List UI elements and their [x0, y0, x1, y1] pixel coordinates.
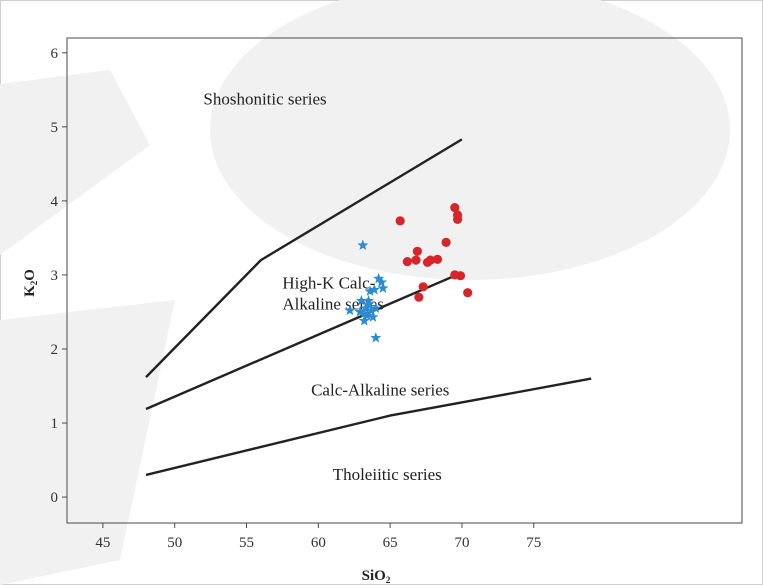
data-point-circle	[412, 246, 422, 256]
y-tick-label: 3	[51, 268, 59, 284]
field-labels: Shoshonitic series High-K Calc-Alkaline s…	[203, 90, 449, 485]
data-point-circle	[414, 292, 424, 302]
data-point-star	[355, 295, 367, 306]
data-point-circle	[450, 203, 460, 213]
shoshonitic-boundary	[145, 138, 463, 378]
data-point-star	[370, 332, 382, 343]
y-tick-label: 6	[51, 46, 59, 62]
high-k-boundary	[145, 271, 463, 411]
data-point-circle	[432, 254, 443, 264]
x-tick-label: 75	[526, 535, 541, 551]
data-point-circle	[425, 255, 435, 265]
data-point-star	[368, 283, 380, 295]
data-point-circle	[455, 271, 466, 281]
data-point-star	[357, 239, 369, 251]
calc-alkaline-series-label-line: Calc-Alkaline series	[311, 381, 449, 400]
x-tick-label: 45	[95, 535, 110, 551]
data-point-circle	[441, 237, 451, 247]
x-axis-label: SiO2	[362, 568, 391, 585]
y-tick-label: 2	[51, 342, 59, 358]
data-point-circle	[402, 257, 412, 267]
y-axis-label-subscript: 2	[29, 280, 39, 285]
y-tick-label: 4	[51, 194, 59, 210]
data-point-star	[344, 304, 356, 316]
plot-area	[66, 37, 743, 524]
data-point-star	[358, 307, 370, 319]
y-axis: 0 1 2 3 4 5 6	[51, 46, 67, 506]
y-tick-label: 5	[51, 120, 59, 136]
watermark	[0, 0, 730, 585]
tholeiitic-series-label-line: Tholeiitic series	[333, 465, 442, 484]
data-points	[344, 203, 473, 343]
calc-alkaline-series-label: Calc-Alkaline series	[311, 381, 449, 400]
x-tick-label: 55	[239, 535, 254, 551]
calc-alkaline-boundary	[145, 377, 592, 477]
x-tick-label: 65	[383, 535, 398, 551]
data-point-star	[377, 282, 389, 293]
data-point-star	[367, 311, 379, 322]
data-point-circle	[463, 288, 473, 298]
data-point-star	[365, 304, 377, 316]
x-tick-label: 70	[454, 535, 469, 551]
shoshonitic-series-label-line: Shoshonitic series	[203, 90, 326, 109]
y-tick-label: 1	[51, 416, 59, 432]
tholeiitic-series-label: Tholeiitic series	[333, 465, 442, 484]
data-point-star	[376, 276, 388, 288]
y-tick-label: 0	[51, 490, 59, 506]
data-point-star	[370, 302, 382, 313]
data-point-star	[358, 315, 370, 326]
high-k-series-label-line: High-K Calc-	[282, 273, 375, 292]
x-tick-label: 60	[311, 535, 326, 551]
data-point-circle	[395, 216, 405, 226]
data-point-star	[361, 309, 373, 321]
data-point-star	[354, 306, 366, 317]
x-tick-label: 50	[167, 535, 182, 551]
x-axis-label-subscript: 2	[386, 575, 391, 585]
shoshonitic-series-label: Shoshonitic series	[203, 90, 326, 109]
data-point-circle	[453, 210, 463, 220]
data-point-circle	[418, 282, 428, 292]
data-point-circle	[411, 255, 421, 265]
data-point-star	[364, 285, 376, 296]
x-axis: 45 50 55 60 65 70 75	[95, 523, 541, 551]
high-k-series-label: High-K Calc-Alkaline series	[282, 273, 384, 313]
data-point-star	[373, 272, 385, 284]
y-axis-label: K2O	[22, 269, 39, 297]
data-point-star	[363, 298, 375, 310]
boundary-lines	[145, 138, 592, 477]
